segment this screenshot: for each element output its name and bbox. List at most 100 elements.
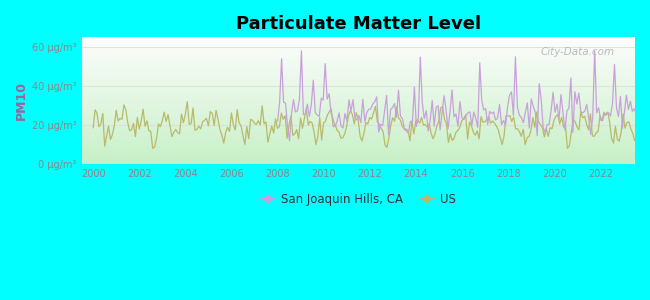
Bar: [82, 122, 635, 123]
Bar: [82, 132, 635, 134]
Bar: [82, 127, 635, 128]
Bar: [82, 75, 635, 76]
Bar: [82, 83, 635, 84]
Bar: [82, 120, 635, 121]
Bar: [82, 113, 635, 115]
Y-axis label: PM10: PM10: [15, 81, 28, 120]
Bar: [82, 79, 635, 80]
Bar: [82, 118, 635, 120]
Bar: [82, 115, 635, 116]
Bar: [82, 139, 635, 140]
Legend: San Joaquin Hills, CA, US: San Joaquin Hills, CA, US: [255, 189, 461, 211]
Bar: [82, 92, 635, 93]
Bar: [82, 130, 635, 131]
Bar: [82, 52, 635, 54]
Bar: [82, 97, 635, 98]
Bar: [82, 64, 635, 65]
Bar: [82, 88, 635, 89]
Bar: [82, 136, 635, 137]
Bar: [82, 39, 635, 40]
Bar: [82, 60, 635, 61]
Bar: [82, 93, 635, 94]
Bar: [82, 51, 635, 52]
Bar: [82, 99, 635, 101]
Bar: [82, 76, 635, 78]
Bar: [82, 87, 635, 88]
Title: Particulate Matter Level: Particulate Matter Level: [236, 15, 481, 33]
Bar: [82, 45, 635, 46]
Bar: [82, 54, 635, 55]
Bar: [82, 40, 635, 41]
Bar: [82, 102, 635, 103]
Bar: [82, 123, 635, 125]
Bar: [82, 46, 635, 47]
Bar: [82, 100, 635, 102]
Bar: [82, 66, 635, 68]
Bar: [82, 56, 635, 58]
Bar: [82, 103, 635, 104]
Bar: [82, 144, 635, 145]
Bar: [82, 140, 635, 141]
Bar: [82, 61, 635, 63]
Bar: [82, 161, 635, 163]
Bar: [82, 59, 635, 60]
Bar: [82, 163, 635, 164]
Bar: [82, 89, 635, 91]
Bar: [82, 137, 635, 139]
Bar: [82, 104, 635, 106]
Text: City-Data.com: City-Data.com: [541, 47, 615, 58]
Bar: [82, 110, 635, 111]
Bar: [82, 147, 635, 149]
Bar: [82, 78, 635, 79]
Bar: [82, 121, 635, 122]
Bar: [82, 156, 635, 158]
Bar: [82, 55, 635, 56]
Bar: [82, 41, 635, 42]
Bar: [82, 50, 635, 51]
Bar: [82, 108, 635, 110]
Bar: [82, 146, 635, 147]
Bar: [82, 98, 635, 99]
Bar: [82, 152, 635, 154]
Bar: [82, 117, 635, 118]
Bar: [82, 49, 635, 50]
Bar: [82, 134, 635, 135]
Bar: [82, 95, 635, 97]
Bar: [82, 116, 635, 117]
Bar: [82, 151, 635, 152]
Bar: [82, 141, 635, 142]
Bar: [82, 65, 635, 66]
Bar: [82, 73, 635, 74]
Bar: [82, 135, 635, 136]
Bar: [82, 85, 635, 87]
Bar: [82, 111, 635, 112]
Bar: [82, 142, 635, 144]
Bar: [82, 145, 635, 146]
Bar: [82, 42, 635, 44]
Bar: [82, 94, 635, 95]
Bar: [82, 80, 635, 82]
Bar: [82, 149, 635, 150]
Bar: [82, 82, 635, 83]
Bar: [82, 84, 635, 86]
Bar: [82, 47, 635, 49]
Bar: [82, 154, 635, 155]
Bar: [82, 37, 635, 39]
Bar: [82, 125, 635, 126]
Bar: [82, 63, 635, 64]
Bar: [82, 106, 635, 107]
Bar: [82, 159, 635, 160]
Bar: [82, 131, 635, 132]
Bar: [82, 68, 635, 69]
Bar: [82, 91, 635, 92]
Bar: [82, 158, 635, 159]
Bar: [82, 107, 635, 108]
Bar: [82, 69, 635, 70]
Bar: [82, 112, 635, 113]
Bar: [82, 71, 635, 73]
Bar: [82, 160, 635, 161]
Bar: [82, 128, 635, 130]
Bar: [82, 126, 635, 127]
Bar: [82, 58, 635, 59]
Bar: [82, 70, 635, 71]
